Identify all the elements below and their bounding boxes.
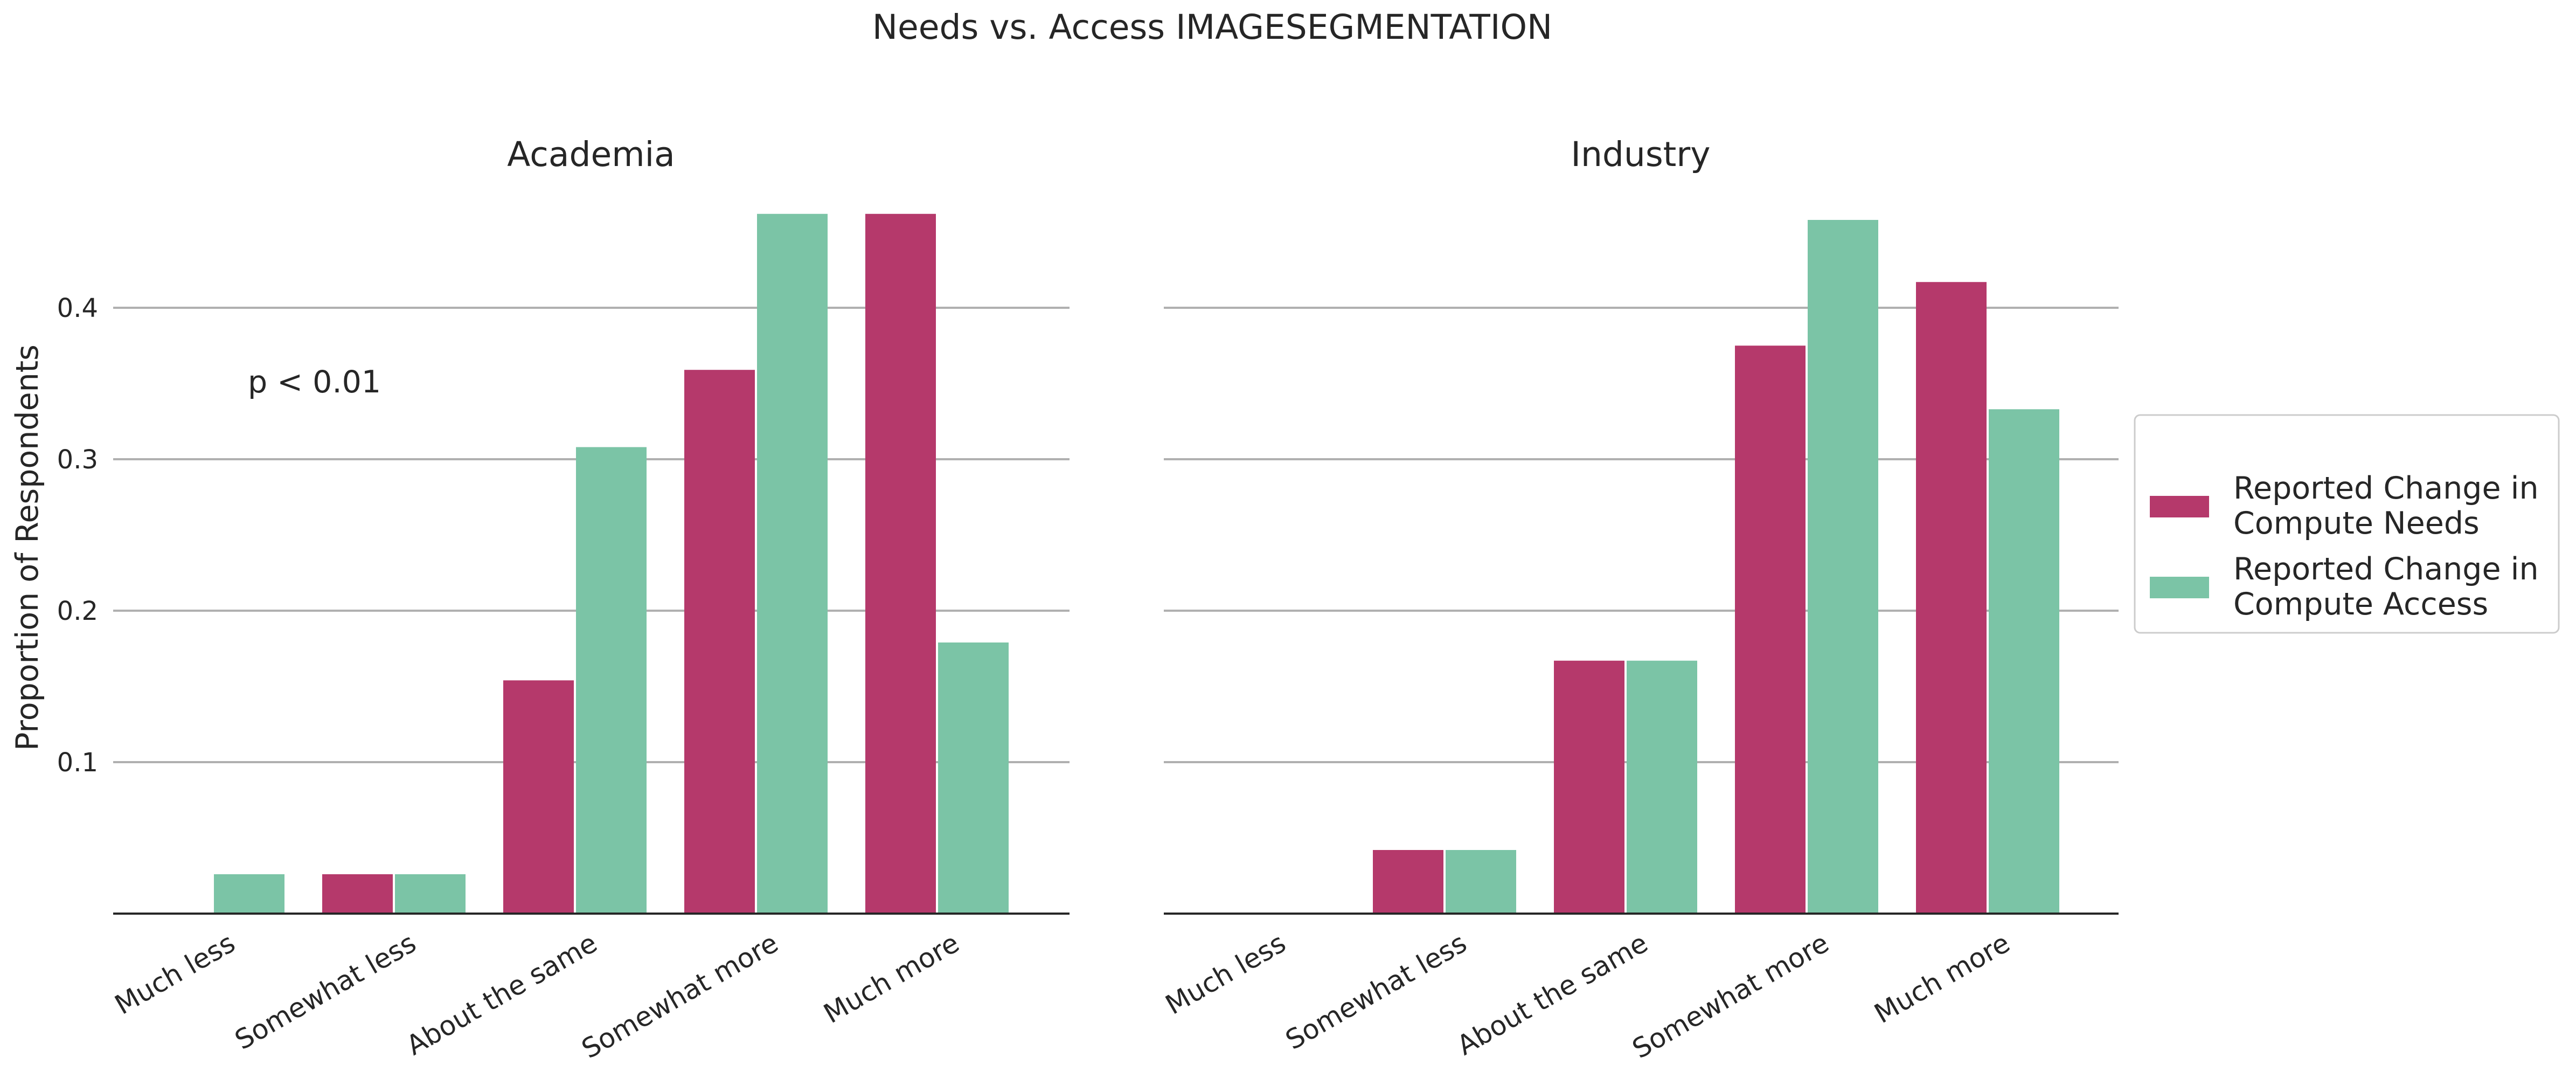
bar-needs: [503, 680, 574, 914]
bar-needs: [322, 874, 393, 914]
bar-needs: [1373, 849, 1443, 914]
y-tick-label: 0.1: [57, 748, 98, 778]
x-tick-label: Much more: [818, 927, 964, 1029]
bar-access: [1446, 849, 1516, 914]
bar-access: [214, 874, 284, 914]
x-tick-label: Much less: [1160, 927, 1291, 1021]
bar-needs: [1916, 282, 1987, 914]
legend: Reported Change in Compute Needs Reporte…: [2134, 414, 2560, 634]
bar-access: [1989, 409, 2059, 914]
bar-access: [1808, 220, 1878, 914]
x-tick-label: Somewhat less: [1280, 927, 1472, 1056]
legend-swatch-needs: [2150, 496, 2209, 517]
bar-needs: [684, 370, 755, 914]
bar-needs: [1554, 660, 1624, 914]
x-tick-label: Somewhat more: [577, 927, 783, 1065]
bar-access: [1627, 660, 1697, 914]
annotation-p-value: p < 0.01: [248, 364, 381, 400]
y-tick-label: 0.2: [57, 596, 98, 626]
bar-access: [938, 642, 1009, 914]
x-tick-label: Much more: [1869, 927, 2015, 1029]
x-tick-label: Somewhat less: [230, 927, 421, 1056]
panel-title-academia: Academia: [507, 135, 675, 174]
y-tick-label: 0.3: [57, 445, 98, 475]
y-axis-label: Proportion of Respondents: [10, 344, 45, 751]
bar-needs: [865, 213, 936, 914]
bar-access: [576, 447, 647, 914]
bar-access: [757, 213, 828, 914]
bar-access: [395, 874, 466, 914]
x-tick-label: Much less: [109, 927, 240, 1021]
x-tick-label: About the same: [1452, 927, 1653, 1061]
legend-label-needs: Reported Change in Compute Needs: [2233, 471, 2549, 541]
x-tick-label: About the same: [401, 927, 602, 1061]
legend-box: [2134, 414, 2560, 634]
legend-swatch-access: [2150, 577, 2209, 598]
y-tick-label: 0.4: [57, 293, 98, 323]
panel-title-industry: Industry: [1571, 135, 1710, 174]
chart-title: Needs vs. Access IMAGESEGMENTATION: [872, 8, 1552, 47]
x-tick-label: Somewhat more: [1627, 927, 1834, 1065]
legend-label-access: Reported Change in Compute Access: [2233, 551, 2549, 622]
bar-needs: [1735, 345, 1806, 914]
